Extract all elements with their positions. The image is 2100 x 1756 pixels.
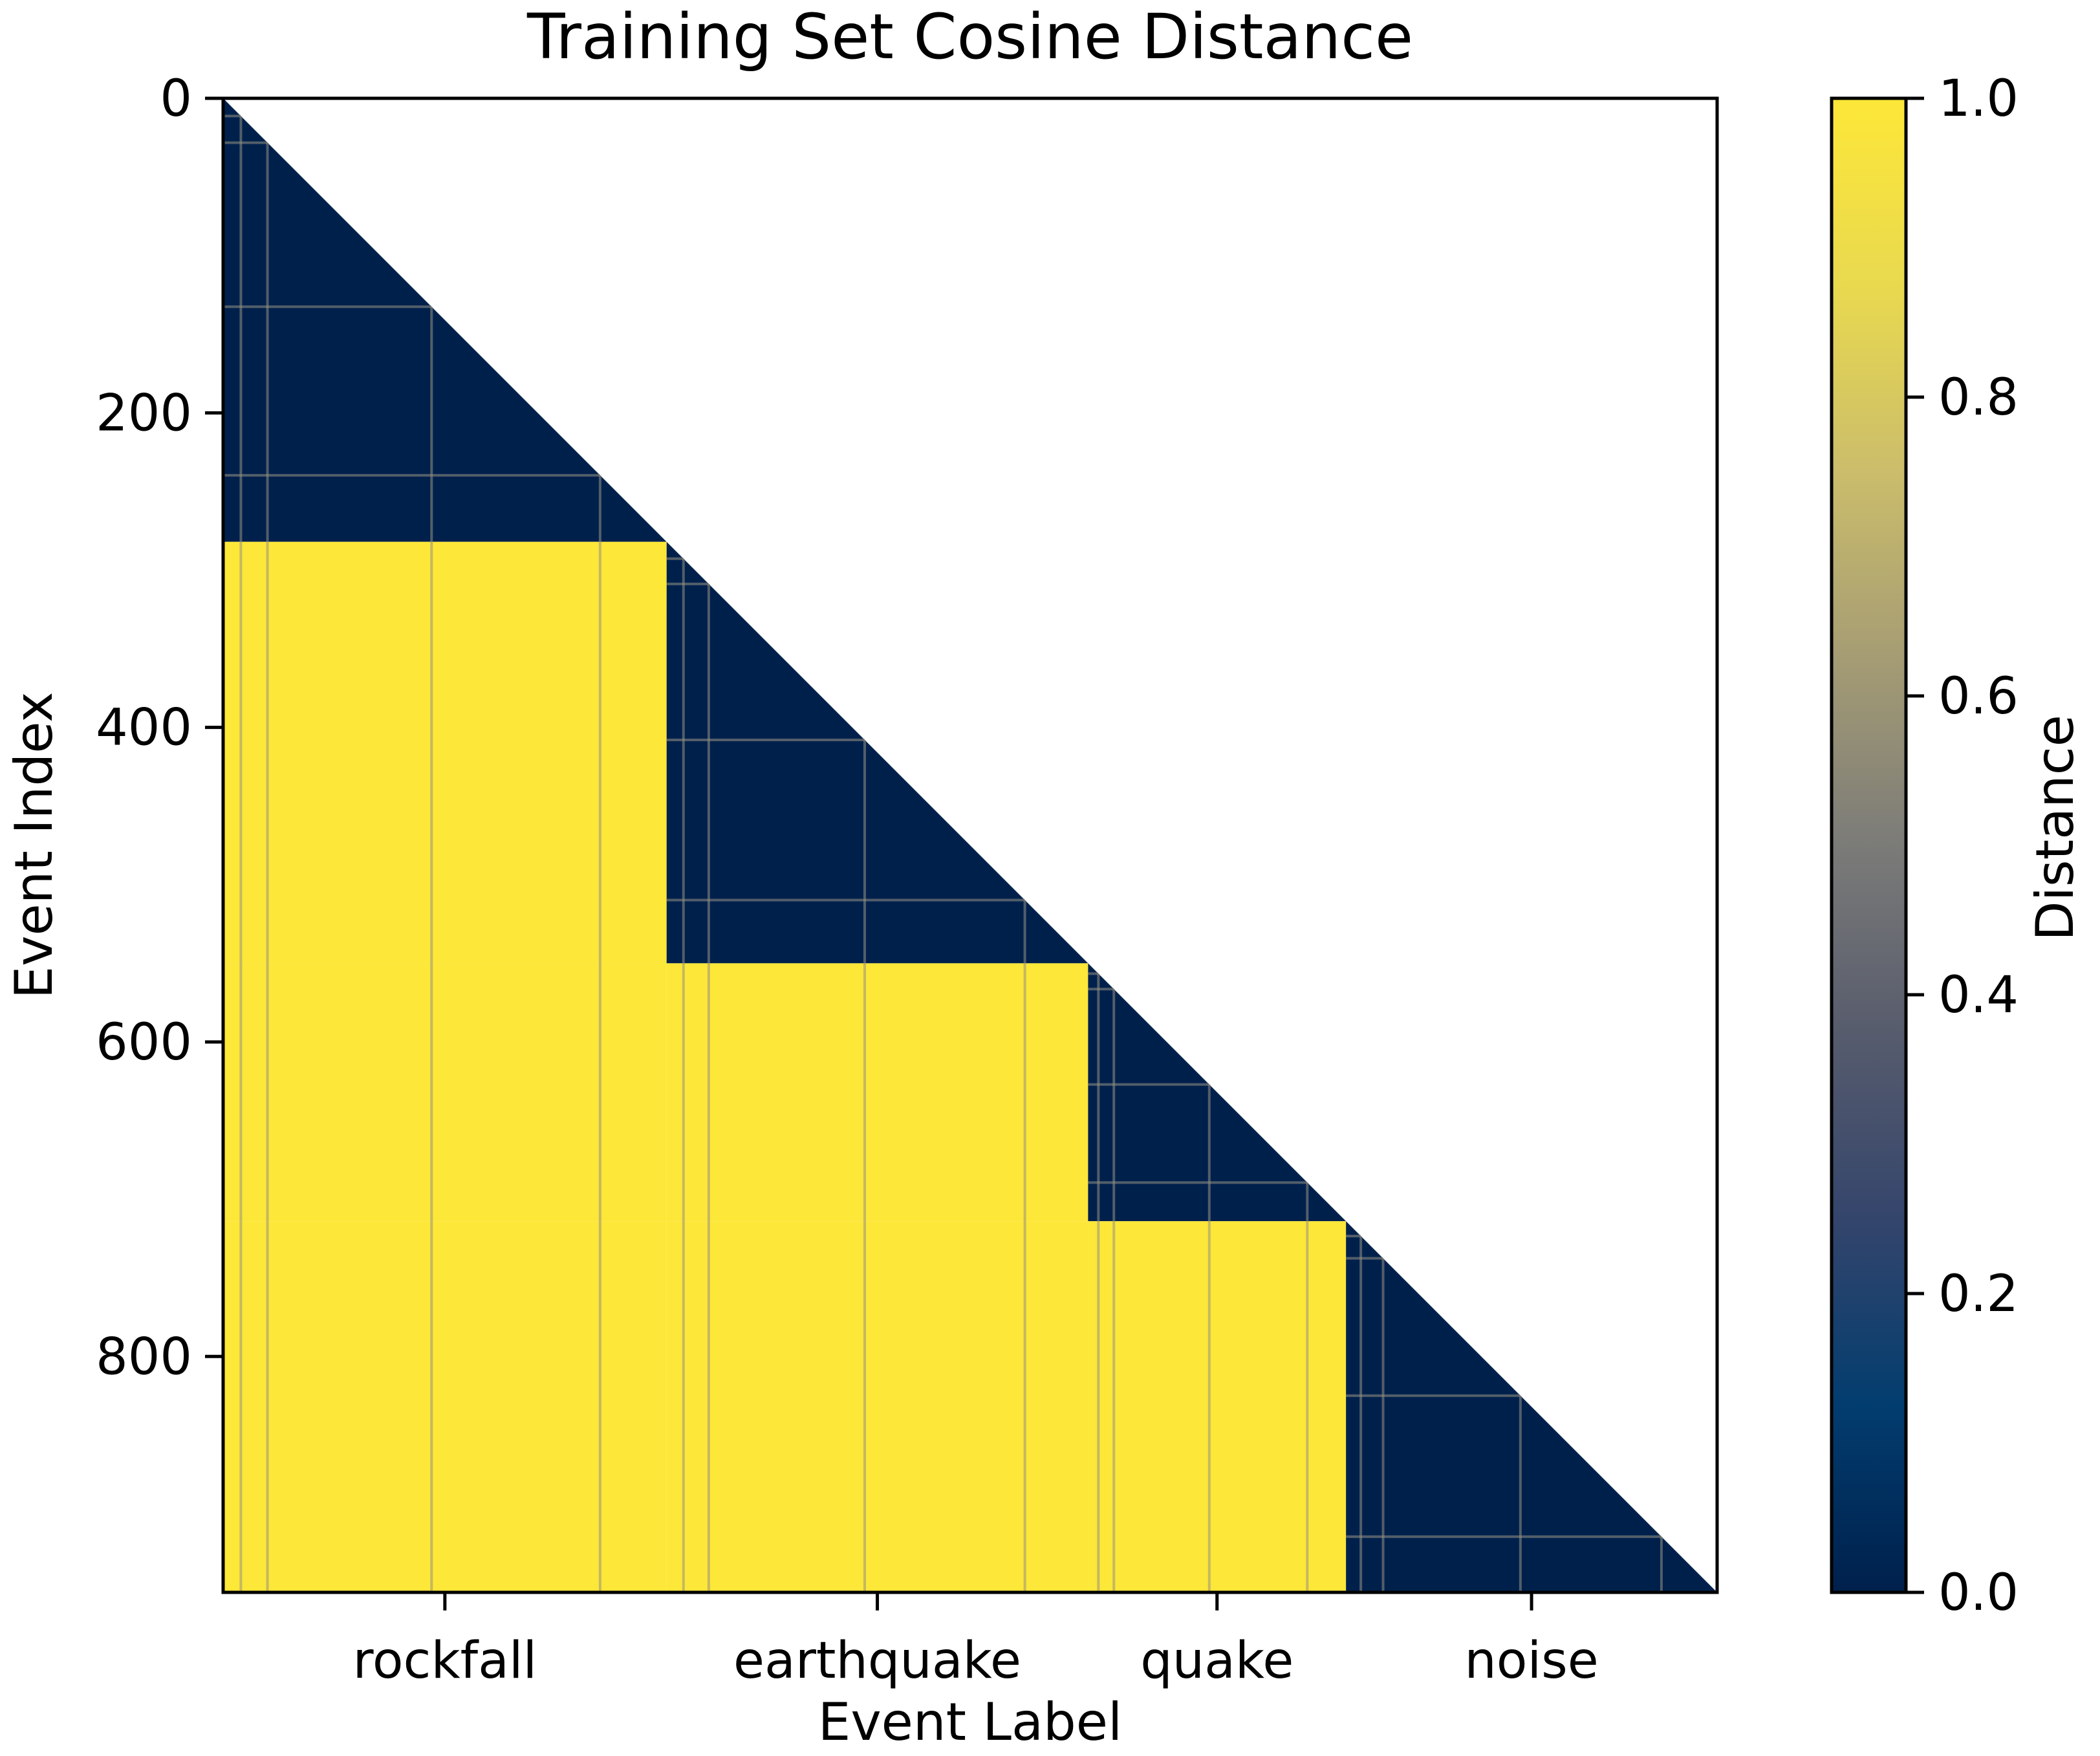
- heatmap-block-rockfall: [223, 98, 667, 542]
- x-tick-label: quake: [1140, 1632, 1294, 1690]
- heatmap-block-noise-vs-rockfall: [223, 1221, 667, 1592]
- heatmap-block-quake: [1088, 963, 1347, 1222]
- y-tick-label: 600: [96, 1013, 192, 1072]
- heatmap-block-earthquake-vs-rockfall: [223, 541, 667, 964]
- heatmap-block-quake-vs-rockfall: [223, 963, 667, 1222]
- y-tick-label: 800: [96, 1328, 192, 1386]
- heatmap-cells: [223, 98, 1717, 1592]
- y-tick-label: 0: [160, 70, 192, 128]
- colorbar-bar: [1830, 96, 1908, 1594]
- heatmap-block-earthquake: [666, 541, 1088, 964]
- x-tick-label: noise: [1464, 1632, 1598, 1690]
- plot-frame: [221, 96, 1719, 1594]
- colorbar-tick-label: 0.6: [1938, 667, 2019, 726]
- colorbar-label: Distance: [2025, 715, 2085, 941]
- heatmap-block-quake-vs-earthquake: [666, 963, 1088, 1222]
- y-axis-ticks: 0 200 400 600 800: [96, 70, 223, 1386]
- colorbar-ticks: 0.0 0.2 0.4 0.6 0.8 1.0: [1906, 70, 2019, 1622]
- x-tick-label: rockfall: [352, 1632, 537, 1690]
- colorbar-tick-label: 0.2: [1938, 1265, 2019, 1323]
- chart-title: Training Set Cosine Distance: [526, 1, 1413, 73]
- x-axis-ticks: rockfall earthquake quake noise: [352, 1592, 1599, 1690]
- y-tick-label: 200: [96, 384, 192, 442]
- colorbar-tick-label: 0.4: [1938, 966, 2019, 1024]
- colorbar-tick-label: 0.0: [1938, 1564, 2019, 1622]
- heatmap-streaks: [223, 114, 1663, 1592]
- x-tick-label: earthquake: [733, 1632, 1021, 1690]
- colorbar-tick-label: 1.0: [1938, 70, 2019, 128]
- x-axis-label: Event Label: [818, 1692, 1122, 1752]
- colorbar-tick-label: 0.8: [1938, 369, 2019, 427]
- heatmap-block-noise-vs-quake: [1088, 1221, 1347, 1592]
- heatmap-block-noise: [1346, 1221, 1717, 1592]
- y-tick-label: 400: [96, 699, 192, 757]
- y-axis-label: Event Index: [4, 692, 64, 999]
- heatmap-block-noise-vs-earthquake: [666, 1221, 1088, 1592]
